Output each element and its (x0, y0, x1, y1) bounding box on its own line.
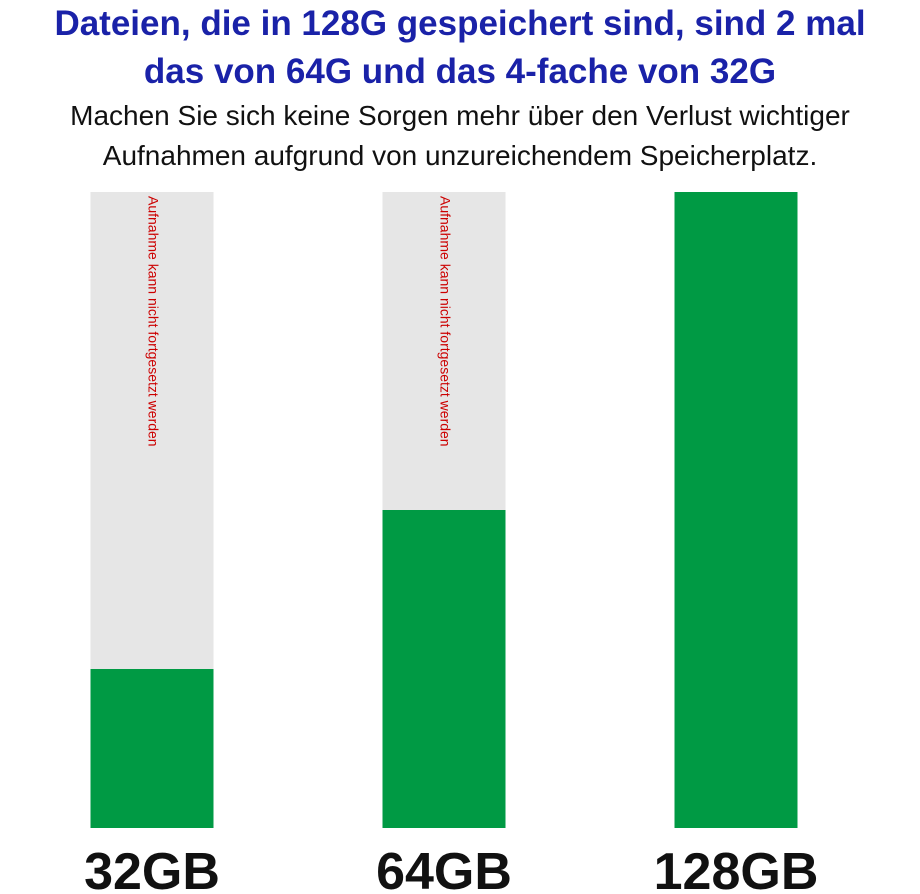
subtitle-line-2: Aufnahmen aufgrund von unzureichendem Sp… (102, 140, 818, 171)
page-subtitle: Machen Sie sich keine Sorgen mehr über d… (0, 96, 920, 176)
bar-32gb (90, 669, 214, 828)
title-line-2: das von 64G und das 4-fache von 32G (143, 52, 777, 91)
title-line-1: Dateien, die in 128G gespeichert sind, s… (54, 4, 866, 43)
page-title: Dateien, die in 128G gespeichert sind, s… (0, 0, 920, 96)
category-label-32gb: 32GB (84, 843, 220, 894)
subtitle-line-1: Machen Sie sich keine Sorgen mehr über d… (70, 100, 850, 131)
category-label-128gb: 128GB (654, 843, 819, 894)
bar-annotation-64gb: Aufnahme kann nicht fortgesetzt werden (437, 196, 453, 447)
category-label-64gb: 64GB (376, 843, 512, 894)
bar-annotation-32gb: Aufnahme kann nicht fortgesetzt werden (145, 196, 161, 447)
bar-64gb (382, 510, 506, 828)
bar-128gb (674, 192, 798, 828)
